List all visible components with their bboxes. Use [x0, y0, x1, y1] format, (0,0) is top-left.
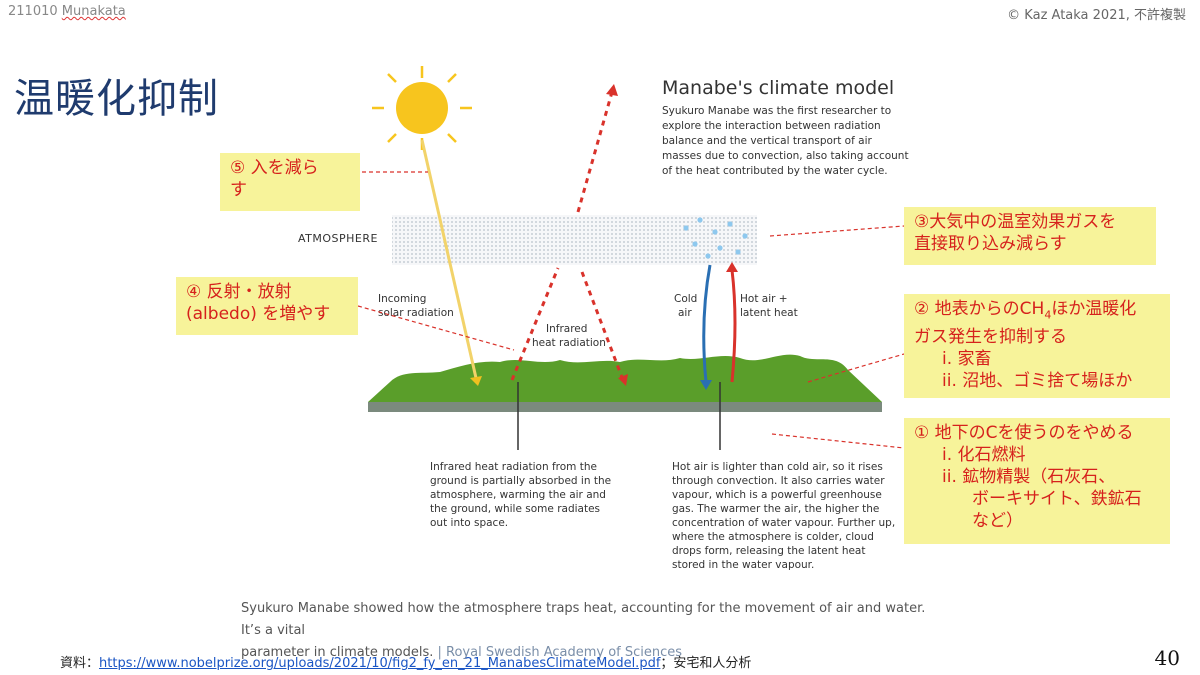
desc-right-5: concentration of water vapour. Further u…: [672, 517, 895, 529]
incoming-label-1: Incoming: [378, 293, 426, 305]
desc-left-3: atmosphere, warming the air and: [430, 489, 606, 501]
hot-air-label-2: latent heat: [740, 307, 798, 319]
header-name: Munakata: [61, 4, 126, 19]
solar-radiation-arrow: [420, 139, 482, 386]
desc-right-6: where the atmosphere is colder, cloud: [672, 531, 874, 543]
infrared-label-1: Infrared: [546, 323, 587, 335]
source-link[interactable]: https://www.nobelprize.org/uploads/2021/…: [99, 656, 661, 671]
note2-item1: i. 家畜: [942, 349, 992, 370]
caption-source: | Royal Swedish Academy of Sciences: [437, 645, 683, 660]
note1-item2: ii. 鉱物精製（石灰石、: [942, 467, 1116, 487]
caption-line1: Syukuro Manabe showed how the atmosphere…: [241, 601, 926, 638]
diagram-title: Manabe's climate model: [662, 77, 894, 99]
note5-line2: す: [230, 180, 247, 200]
note-capture-ghg: ③大気中の温室効果ガスを 直接取り込み減らす: [904, 207, 1156, 265]
atmosphere-label: ATMOSPHERE: [298, 232, 378, 245]
infrared-label-2: heat radiation: [532, 337, 606, 349]
note-stop-carbon: ① 地下のCを使うのをやめる i. 化石燃料 ii. 鉱物精製（石灰石、 ボーキ…: [904, 418, 1170, 544]
caption-line2: parameter in climate models. | Royal Swe…: [241, 645, 683, 660]
slide-title: 温暖化抑制: [14, 76, 219, 122]
desc-right-2: through convection. It also carries wate…: [672, 475, 885, 487]
note1-item1: i. 化石燃料: [942, 445, 1026, 465]
desc-left-5: out into space.: [430, 517, 508, 529]
footer-suffix: ；安宅和人分析: [660, 656, 752, 671]
desc-right-7: drops form, releasing the latent heat: [672, 545, 865, 557]
note1-line1: ① 地下のCを使うのをやめる: [914, 423, 1134, 443]
header-code: 211010: [8, 4, 58, 19]
header-copyright: © Kaz Ataka 2021, 不許複製: [1007, 8, 1186, 23]
note4-line1: ④ 反射・放射: [186, 282, 292, 302]
incoming-label-2: solar radiation: [378, 307, 454, 319]
intro-line-4: masses due to convection, also taking ac…: [662, 150, 909, 162]
climate-model-diagram: ATMOSPHERE Manabe's climate model Syukur: [298, 66, 909, 571]
note5-line1: ⑤ 入を減ら: [230, 158, 319, 178]
desc-right-3: vapour, which is a powerful greenhouse: [672, 489, 882, 501]
note2-line1: ② 地表からのCH4ほか温暖化: [914, 299, 1137, 322]
cold-air-label-1: Cold: [674, 293, 697, 305]
note1-item4: など）: [972, 511, 1023, 531]
intro-line-5: of the heat contributed by the water cyc…: [662, 165, 888, 177]
desc-left-1: Infrared heat radiation from the: [430, 461, 597, 473]
desc-left-2: ground is partially absorbed in the: [430, 475, 611, 487]
figure-caption: Syukuro Manabe showed how the atmosphere…: [241, 598, 941, 664]
desc-right-1: Hot air is lighter than cold air, so it …: [672, 461, 883, 473]
intro-line-3: balance and the vertical transport of ai…: [662, 135, 872, 147]
atmosphere-band: [392, 215, 757, 265]
desc-left-4: the ground, while some radiates: [430, 503, 600, 515]
water-vapour-dots: [683, 217, 748, 259]
desc-right-4: gas. The warmer the air, the higher the: [672, 503, 879, 515]
note-increase-albedo: ④ 反射・放射 (albedo) を増やす: [176, 277, 358, 335]
note2-line2: ガス発生を抑制する: [914, 327, 1067, 348]
note-suppress-emissions: ② 地表からのCH4ほか温暖化 ガス発生を抑制する i. 家畜 ii. 沼地、ゴ…: [904, 294, 1170, 398]
convection-arrows: [700, 262, 738, 390]
note-reduce-input: ⑤ 入を減ら す: [220, 153, 360, 211]
sun-icon: [372, 66, 472, 150]
note1-item3: ボーキサイト、鉄鉱石: [972, 489, 1142, 509]
footer-source: 資料：https://www.nobelprize.org/uploads/20…: [60, 652, 751, 671]
infrared-arrows: [510, 91, 625, 381]
intro-line-2: explore the interaction between radiatio…: [662, 120, 881, 132]
hot-air-label-1: Hot air +: [740, 293, 788, 305]
page-number: 40: [1154, 646, 1180, 670]
note4-line2: (albedo) を増やす: [186, 304, 331, 324]
desc-right-8: stored in the water vapour.: [672, 559, 814, 571]
cold-air-label-2: air: [678, 307, 692, 319]
note3-line1: ③大気中の温室効果ガスを: [914, 212, 1117, 232]
header-left: 211010 Munakata: [8, 4, 126, 19]
note3-line2: 直接取り込み減らす: [914, 234, 1067, 254]
intro-line-1: Syukuro Manabe was the first researcher …: [662, 105, 891, 117]
note2-item2: ii. 沼地、ゴミ捨て場ほか: [942, 371, 1133, 392]
footer-prefix: 資料：: [60, 656, 100, 671]
